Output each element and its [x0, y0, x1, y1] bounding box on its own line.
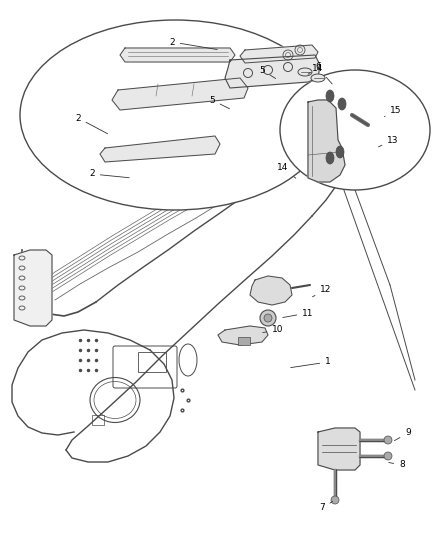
Bar: [237, 337, 249, 345]
Text: 5: 5: [258, 66, 275, 78]
Text: 7: 7: [318, 502, 332, 513]
Polygon shape: [218, 326, 267, 345]
Ellipse shape: [263, 314, 272, 322]
Bar: [138, 352, 166, 372]
Text: 1: 1: [290, 358, 330, 368]
Text: 9: 9: [393, 429, 410, 441]
Polygon shape: [249, 276, 291, 305]
Ellipse shape: [383, 436, 391, 444]
Ellipse shape: [383, 452, 391, 460]
Polygon shape: [240, 45, 317, 63]
Ellipse shape: [337, 98, 345, 110]
Polygon shape: [120, 48, 234, 62]
Polygon shape: [100, 136, 219, 162]
Text: 6: 6: [307, 61, 320, 74]
Ellipse shape: [330, 496, 338, 504]
Text: 5: 5: [208, 95, 229, 109]
Ellipse shape: [325, 90, 333, 102]
Text: 14: 14: [311, 63, 332, 84]
Text: 2: 2: [89, 169, 129, 179]
Text: 11: 11: [282, 309, 313, 318]
Text: 8: 8: [388, 461, 404, 470]
Text: 12: 12: [312, 286, 331, 297]
Polygon shape: [225, 55, 319, 88]
Ellipse shape: [325, 152, 333, 164]
Ellipse shape: [297, 68, 311, 76]
Ellipse shape: [259, 310, 276, 326]
Polygon shape: [317, 428, 359, 470]
Polygon shape: [14, 250, 52, 326]
Text: 15: 15: [384, 106, 401, 117]
Polygon shape: [307, 100, 344, 182]
Bar: [92, 415, 104, 425]
Text: 2: 2: [169, 37, 217, 50]
Text: 13: 13: [378, 135, 398, 147]
Ellipse shape: [310, 74, 324, 82]
Ellipse shape: [335, 146, 343, 158]
Ellipse shape: [20, 20, 329, 210]
Text: 10: 10: [262, 326, 283, 335]
Ellipse shape: [279, 70, 429, 190]
Text: 2: 2: [75, 114, 107, 134]
Text: 14: 14: [277, 164, 295, 178]
Polygon shape: [112, 78, 247, 110]
